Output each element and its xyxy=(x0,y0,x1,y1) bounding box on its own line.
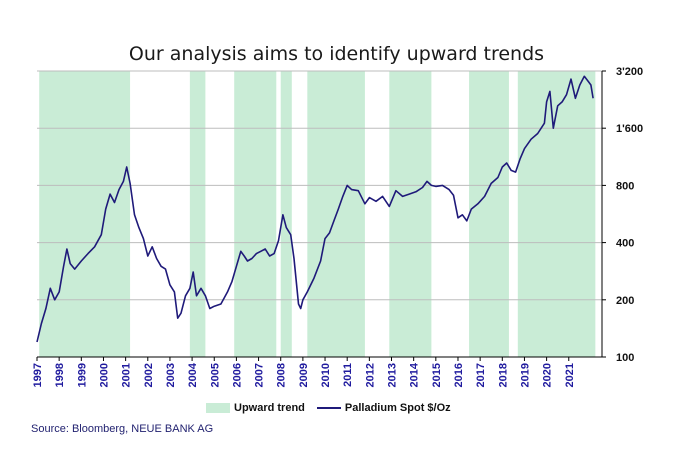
trend-band-3 xyxy=(234,71,277,357)
y-tick-label-1'600: 1'600 xyxy=(616,123,643,135)
x-tick-label-2018: 2018 xyxy=(497,363,509,387)
x-tick-label-2020: 2020 xyxy=(542,363,554,387)
x-tick-label-2005: 2005 xyxy=(209,363,221,387)
legend-swatch-palladium xyxy=(316,407,341,409)
x-tick-label-2013: 2013 xyxy=(387,363,399,387)
legend-swatch-upward-trend xyxy=(206,403,230,413)
trend-band-4 xyxy=(280,71,292,357)
x-tick-label-2008: 2008 xyxy=(276,363,288,387)
x-tick-label-1998: 1998 xyxy=(54,363,66,387)
x-tick-label-2004: 2004 xyxy=(187,362,199,387)
series-layer xyxy=(36,75,594,343)
x-tick-label-2011: 2011 xyxy=(342,363,354,387)
y-tick-label-3'200: 3'200 xyxy=(616,66,643,78)
x-tick-label-1997: 1997 xyxy=(32,363,44,387)
x-tick-label-2019: 2019 xyxy=(519,363,531,387)
trend-band-1 xyxy=(39,71,131,357)
x-tick-label-2006: 2006 xyxy=(231,363,243,387)
trend-band-2 xyxy=(189,71,206,357)
trend-band-6 xyxy=(389,71,432,357)
x-tick-label-2021: 2021 xyxy=(564,363,576,387)
source-note: Source: Bloomberg, NEUE BANK AG xyxy=(31,423,214,435)
y-tick-label-800: 800 xyxy=(616,180,634,192)
x-tick-label-2010: 2010 xyxy=(320,363,332,387)
x-tick-label-1999: 1999 xyxy=(76,363,88,387)
y-tick-label-100: 100 xyxy=(616,352,634,364)
trend-bands xyxy=(39,71,596,357)
legend-label-palladium: Palladium Spot $/Oz xyxy=(344,402,451,414)
x-tick-label-2017: 2017 xyxy=(475,363,487,387)
x-axis-ticks: 1997 1998 1999 2000 2001 2002 2003 2004 2005 2006… xyxy=(32,357,576,387)
legend-label-upward-trend: Upward trend xyxy=(234,402,305,414)
x-tick-label-2002: 2002 xyxy=(143,363,155,387)
x-tick-label-2009: 2009 xyxy=(298,363,310,387)
legend: Upward trend Palladium Spot $/Oz xyxy=(206,402,451,414)
x-tick-label-2007: 2007 xyxy=(254,363,266,387)
chart-title: Our analysis aims to identify upward tre… xyxy=(128,43,545,65)
x-tick-label-2014: 2014 xyxy=(409,362,421,387)
x-tick-label-2000: 2000 xyxy=(98,363,110,387)
x-tick-label-2016: 2016 xyxy=(453,363,465,387)
x-tick-label-2012: 2012 xyxy=(364,363,376,387)
x-tick-label-2001: 2001 xyxy=(121,363,133,387)
y-tick-label-400: 400 xyxy=(616,238,634,250)
series-line-palladium xyxy=(36,75,594,343)
y-axis-ticks: 100 200 400 800 1'600 3'200 xyxy=(602,66,643,364)
trend-band-7 xyxy=(469,71,509,357)
x-tick-label-2003: 2003 xyxy=(165,363,177,387)
x-tick-label-2015: 2015 xyxy=(431,363,443,387)
trend-band-8 xyxy=(517,71,596,357)
y-tick-label-200: 200 xyxy=(616,295,634,307)
